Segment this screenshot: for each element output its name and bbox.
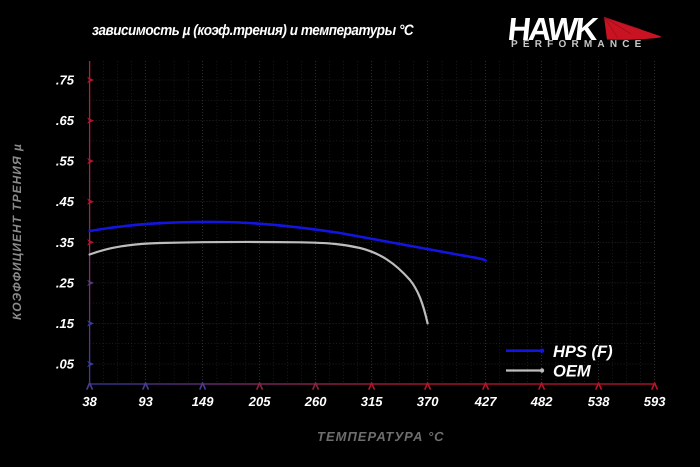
svg-text:538: 538	[588, 394, 610, 409]
svg-text:OEM: OEM	[553, 363, 592, 381]
svg-text:205: 205	[248, 394, 271, 409]
svg-text:427: 427	[474, 394, 497, 409]
svg-text:482: 482	[530, 394, 553, 409]
svg-text:149: 149	[192, 394, 214, 409]
svg-text:260: 260	[304, 394, 327, 409]
svg-text:38: 38	[82, 394, 97, 409]
svg-text:93: 93	[138, 394, 153, 409]
svg-text:.65: .65	[56, 113, 75, 128]
svg-text:593: 593	[644, 394, 666, 409]
svg-text:370: 370	[417, 394, 439, 409]
svg-text:.75: .75	[56, 73, 75, 88]
svg-text:.25: .25	[56, 275, 75, 290]
svg-text:.55: .55	[56, 154, 75, 169]
svg-text:315: 315	[361, 394, 383, 409]
svg-text:.05: .05	[56, 357, 75, 372]
svg-text:.45: .45	[56, 194, 75, 209]
svg-text:.15: .15	[56, 316, 75, 331]
svg-text:HPS (F): HPS (F)	[553, 343, 613, 361]
svg-text:.35: .35	[56, 235, 75, 250]
